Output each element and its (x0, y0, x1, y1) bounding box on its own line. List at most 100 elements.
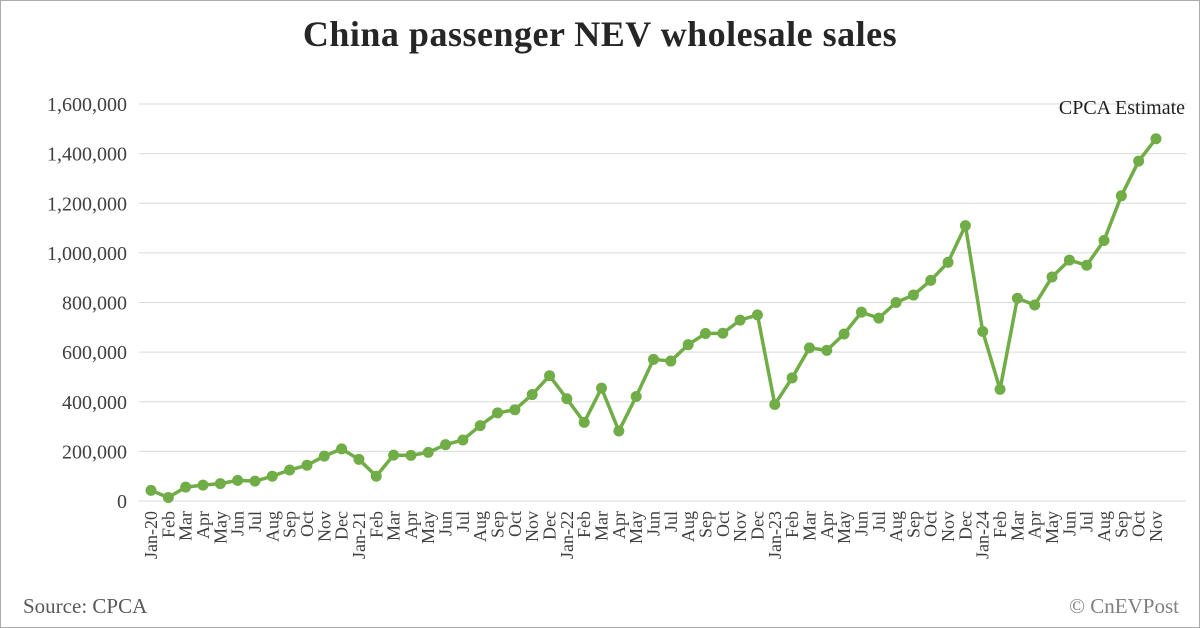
x-axis-tick-label: May (834, 511, 854, 544)
chart-title: China passenger NEV wholesale sales (302, 14, 898, 54)
x-axis-tick-label: Feb (574, 511, 594, 538)
data-point-marker (994, 383, 1006, 395)
x-axis-tick-label: Sep (695, 511, 715, 538)
x-axis-tick-label: Aug (470, 511, 490, 542)
data-point-marker (959, 220, 971, 232)
x-axis-tick-label: Feb (158, 511, 178, 538)
data-point-marker (717, 327, 729, 339)
data-point-marker (1098, 234, 1110, 246)
x-axis-tick-label: Jun (436, 511, 456, 536)
data-point-marker (526, 389, 538, 401)
x-axis-tick-label: Apr (1025, 511, 1045, 539)
data-point-marker (284, 464, 296, 476)
data-point-marker (509, 404, 521, 416)
x-axis-tick-label: Jun (228, 511, 248, 536)
data-point-marker (838, 328, 850, 340)
x-axis-tick-label: Jul (869, 511, 889, 532)
data-point-marker (561, 393, 573, 405)
data-point-marker (1046, 271, 1058, 283)
x-axis-tick-label: Dec (747, 511, 767, 540)
x-axis-tick-label: Feb (782, 511, 802, 538)
y-axis-tick-label: 400,000 (62, 392, 127, 414)
x-axis-tick-label: Oct (921, 511, 941, 537)
data-point-marker (405, 449, 417, 461)
x-axis-tick-label: Dec (332, 511, 352, 540)
data-point-marker (613, 425, 625, 437)
data-point-marker (665, 355, 677, 367)
data-point-marker (907, 289, 919, 301)
data-point-marker (630, 391, 642, 403)
series-polyline (149, 136, 1158, 500)
data-point-marker (890, 297, 902, 308)
x-axis-tick-label: Dec (955, 511, 975, 540)
data-point-marker (682, 339, 694, 351)
data-point-marker (751, 309, 763, 321)
y-axis-tick-label: 200,000 (62, 441, 127, 463)
x-axis-tick-label: Sep (1111, 511, 1131, 538)
data-point-marker (370, 470, 382, 482)
data-point-marker (1011, 292, 1023, 304)
x-axis-tick-label: Sep (903, 511, 923, 538)
data-point-marker (855, 306, 867, 318)
data-point-marker (1081, 259, 1093, 271)
x-axis-tick-label: Nov (1146, 511, 1166, 542)
data-point-marker (318, 450, 330, 462)
y-axis-tick-label: 1,600,000 (47, 94, 127, 116)
data-point-marker (578, 416, 590, 428)
data-point-marker (942, 256, 954, 268)
x-axis-tick-label: Jun (1059, 511, 1079, 536)
data-point-marker (769, 398, 781, 410)
x-axis-tick-label: Aug (886, 511, 906, 542)
x-axis-tick-label: May (418, 511, 438, 544)
data-point-marker (440, 439, 452, 451)
x-axis-tick-label: Jan-20 (141, 511, 161, 559)
data-point-marker (145, 484, 157, 496)
x-axis-tick-label: Dec (540, 511, 560, 540)
data-point-marker (977, 326, 989, 338)
data-point-marker (1029, 299, 1041, 311)
x-axis-tick-label: Sep (488, 511, 508, 538)
data-point-marker (821, 344, 833, 356)
data-point-marker (648, 353, 659, 365)
x-axis-tick-label: Nov (522, 511, 542, 542)
x-axis-tick-label: Jun (644, 511, 664, 536)
data-point-marker (492, 407, 504, 419)
y-axis-tick-label: 1,400,000 (47, 144, 127, 166)
data-point-marker (786, 372, 798, 384)
x-axis-tick-label: Jul (245, 511, 265, 532)
x-axis-tick-label: Nov (730, 511, 750, 542)
copyright-label: © CnEVPost (1069, 594, 1179, 618)
x-axis-tick-label: Jul (661, 511, 681, 532)
y-axis-tick-label: 0 (117, 491, 127, 513)
data-point-marker (180, 481, 192, 493)
x-axis-tick-label: Feb (366, 511, 386, 538)
x-axis-tick-label: Feb (990, 511, 1010, 538)
data-point-marker (1115, 190, 1127, 202)
x-axis-tick-label: Aug (1094, 511, 1114, 542)
y-axis-tick-label: 800,000 (62, 293, 127, 315)
data-point-marker (197, 479, 209, 491)
x-axis-tick-label: Jan-21 (349, 511, 369, 559)
data-point-marker (873, 312, 885, 324)
data-point-marker (388, 449, 400, 461)
data-point-marker (457, 434, 469, 446)
x-axis-tick-label: Sep (280, 511, 300, 538)
x-axis-tick-label: Jan-22 (557, 511, 577, 559)
source-label: Source: CPCA (23, 594, 148, 618)
data-point-marker (336, 443, 348, 455)
x-axis-tick-label: Apr (817, 511, 837, 539)
x-axis-tick-label: Apr (401, 511, 421, 539)
x-axis-tick-label: Oct (713, 511, 733, 537)
y-axis-tick-label: 1,000,000 (47, 243, 127, 265)
x-axis-tick-label: Mar (799, 511, 819, 541)
data-point-marker (249, 475, 261, 487)
x-axis-tick-label: Nov (314, 511, 334, 542)
data-point-marker (422, 446, 434, 458)
x-axis-tick-label: Mar (592, 511, 612, 541)
x-axis-tick-label: Oct (297, 511, 317, 537)
data-point-marker (699, 328, 711, 340)
x-axis-tick-label: Aug (678, 511, 698, 542)
x-axis-tick-label: Oct (1129, 511, 1149, 537)
